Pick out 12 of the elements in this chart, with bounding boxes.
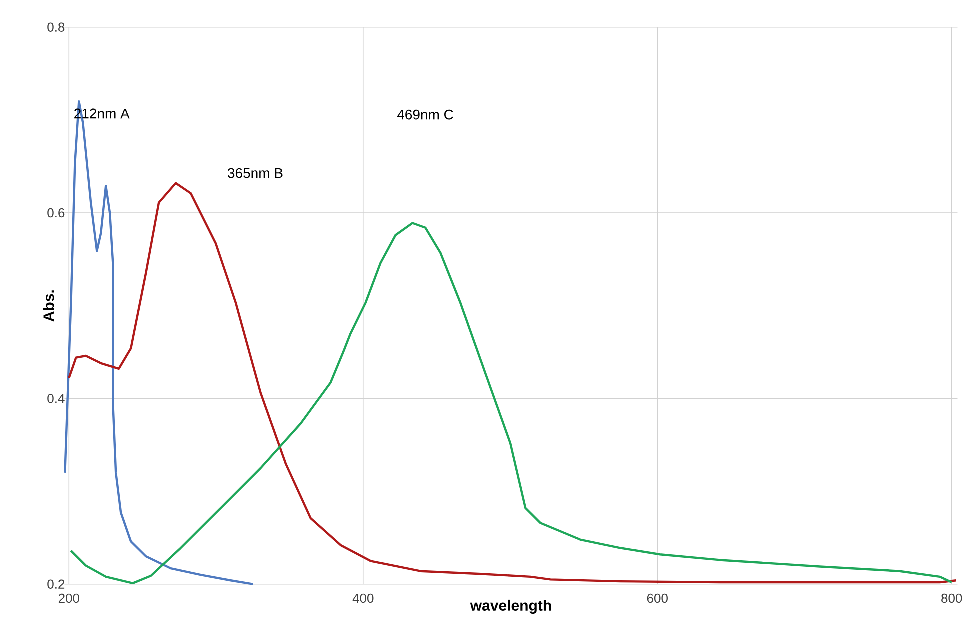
y-axis-title: Abs. bbox=[43, 290, 54, 322]
annotation: 469nm C bbox=[397, 110, 454, 120]
x-axis-title: wavelength bbox=[470, 600, 552, 614]
x-tick-label: 400 bbox=[352, 594, 374, 604]
y-tick-label: 0.4 bbox=[48, 394, 65, 404]
annotation: 365nm B bbox=[228, 168, 283, 178]
x-tick-label: 800 bbox=[942, 594, 962, 604]
y-tick-label: 0.8 bbox=[48, 22, 65, 32]
x-tick-label: 200 bbox=[58, 594, 80, 604]
y-tick-label: 0.2 bbox=[48, 580, 65, 589]
y-tick-label: 0.6 bbox=[48, 208, 65, 218]
x-tick-label: 600 bbox=[647, 594, 668, 604]
